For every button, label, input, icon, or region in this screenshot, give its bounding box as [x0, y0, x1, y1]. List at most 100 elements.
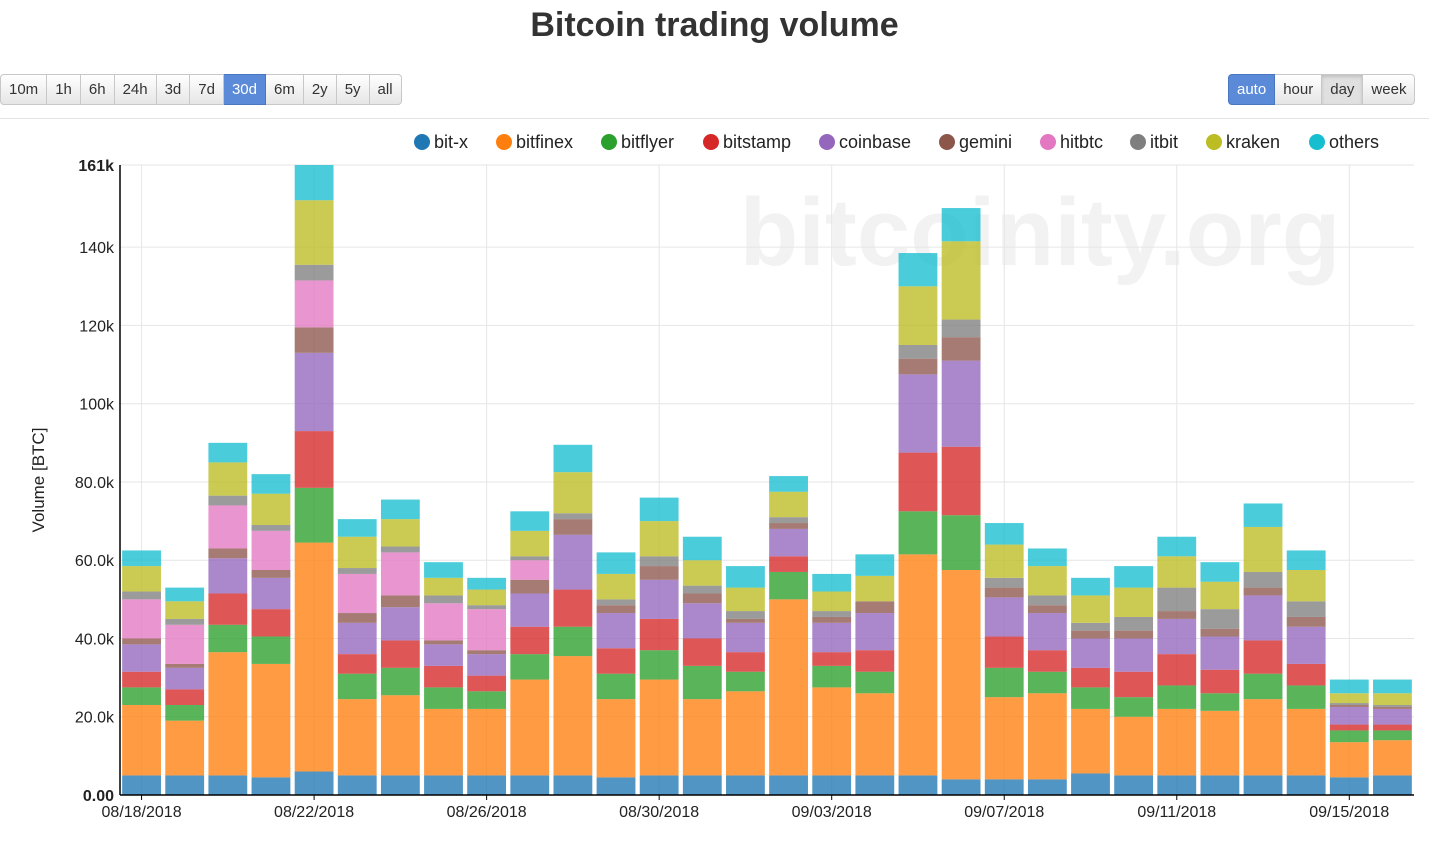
bar-segment-others[interactable]	[1373, 679, 1412, 694]
bar-segment-bitfinex[interactable]	[424, 708, 463, 776]
bar-segment-itbit[interactable]	[639, 556, 679, 567]
bar-segment-itbit[interactable]	[467, 605, 507, 610]
bar-segment-kraken[interactable]	[424, 577, 463, 596]
bar-segment-bitflyer[interactable]	[122, 687, 161, 705]
bar-segment-bitfinex[interactable]	[1071, 708, 1110, 774]
bar-segment-bitflyer[interactable]	[1027, 671, 1067, 694]
bar-segment-itbit[interactable]	[380, 546, 420, 553]
bar-segment-gemini[interactable]	[1157, 611, 1197, 619]
bar-segment-bit-x[interactable]	[682, 775, 722, 795]
bar-segment-kraken[interactable]	[1243, 526, 1283, 572]
legend-item-kraken[interactable]: kraken	[1206, 132, 1280, 152]
range-all-button[interactable]: all	[369, 74, 402, 105]
bar-segment-kraken[interactable]	[855, 575, 895, 602]
resolution-hour-button[interactable]: hour	[1275, 74, 1323, 105]
bar-segment-others[interactable]	[251, 474, 291, 494]
bar-segment-coinbase[interactable]	[1286, 626, 1326, 664]
bar-segment-coinbase[interactable]	[898, 374, 938, 453]
bar-segment-bit-x[interactable]	[1373, 775, 1412, 795]
bar-segment-kraken[interactable]	[726, 587, 765, 612]
bar-segment-bit-x[interactable]	[596, 777, 636, 795]
bar-segment-bitstamp[interactable]	[726, 652, 765, 672]
legend-item-bit-x[interactable]: bit-x	[414, 132, 468, 152]
bar-segment-bit-x[interactable]	[380, 775, 420, 795]
legend-item-bitstamp[interactable]: bitstamp	[703, 132, 791, 152]
bar-segment-kraken[interactable]	[984, 544, 1024, 578]
bar-segment-hitbtc[interactable]	[165, 624, 205, 664]
bar-segment-itbit[interactable]	[596, 599, 636, 606]
bar-segment-bit-x[interactable]	[639, 775, 679, 795]
bar-segment-itbit[interactable]	[510, 556, 550, 561]
bar-segment-kraken[interactable]	[1329, 693, 1369, 704]
bar-segment-itbit[interactable]	[1243, 571, 1283, 588]
bar-segment-itbit[interactable]	[898, 345, 938, 359]
bar-segment-bitflyer[interactable]	[380, 667, 420, 696]
bar-segment-bitfinex[interactable]	[553, 656, 593, 776]
bar-segment-others[interactable]	[1286, 550, 1326, 570]
bar-segment-bitflyer[interactable]	[1329, 730, 1369, 743]
bar-segment-kraken[interactable]	[1071, 595, 1110, 623]
bar-segment-bitstamp[interactable]	[122, 671, 161, 688]
bar-segment-bitfinex[interactable]	[984, 697, 1024, 780]
bar-segment-others[interactable]	[1071, 577, 1110, 596]
bar-segment-bitstamp[interactable]	[855, 650, 895, 672]
bar-segment-kraken[interactable]	[639, 521, 679, 557]
bar-segment-bitfinex[interactable]	[251, 663, 291, 778]
bar-segment-itbit[interactable]	[251, 525, 291, 531]
bar-segment-bitstamp[interactable]	[1114, 671, 1154, 698]
range-2y-button[interactable]: 2y	[303, 74, 337, 105]
bar-segment-coinbase[interactable]	[726, 622, 765, 653]
bar-segment-coinbase[interactable]	[1071, 638, 1110, 668]
bar-segment-bitfinex[interactable]	[510, 679, 550, 776]
bar-segment-bit-x[interactable]	[510, 775, 550, 795]
bar-segment-bitfinex[interactable]	[122, 705, 161, 776]
range-5y-button[interactable]: 5y	[336, 74, 370, 105]
bar-segment-itbit[interactable]	[1157, 587, 1197, 612]
bar-segment-gemini[interactable]	[424, 640, 463, 645]
bar-segment-bitflyer[interactable]	[812, 665, 852, 688]
bar-segment-bitfinex[interactable]	[639, 679, 679, 776]
bar-segment-gemini[interactable]	[726, 618, 765, 623]
bar-segment-gemini[interactable]	[1373, 706, 1412, 709]
bar-segment-hitbtc[interactable]	[424, 603, 463, 641]
bar-segment-kraken[interactable]	[1286, 570, 1326, 602]
bar-segment-kraken[interactable]	[251, 493, 291, 525]
bar-segment-bitstamp[interactable]	[510, 626, 550, 655]
bar-segment-others[interactable]	[898, 253, 938, 287]
bar-segment-gemini[interactable]	[251, 570, 291, 578]
bar-segment-gemini[interactable]	[639, 566, 679, 580]
bar-segment-bitflyer[interactable]	[682, 665, 722, 700]
bar-segment-bitflyer[interactable]	[1286, 685, 1326, 709]
bar-segment-bitstamp[interactable]	[165, 689, 205, 705]
bar-segment-bitstamp[interactable]	[1329, 724, 1369, 731]
bar-segment-bitfinex[interactable]	[208, 652, 248, 776]
range-6m-button[interactable]: 6m	[266, 74, 304, 105]
bar-segment-bitflyer[interactable]	[208, 624, 248, 653]
bar-segment-kraken[interactable]	[1200, 581, 1240, 610]
bar-segment-bitflyer[interactable]	[424, 687, 463, 709]
bar-segment-coinbase[interactable]	[337, 622, 377, 655]
bar-segment-bitflyer[interactable]	[726, 671, 765, 692]
bar-segment-bitflyer[interactable]	[941, 515, 981, 570]
bar-segment-others[interactable]	[984, 523, 1024, 545]
bar-segment-others[interactable]	[1243, 503, 1283, 527]
bar-segment-bitflyer[interactable]	[165, 705, 205, 721]
legend-item-gemini[interactable]: gemini	[939, 132, 1012, 152]
bar-segment-hitbtc[interactable]	[467, 609, 507, 651]
bar-segment-bitflyer[interactable]	[1114, 697, 1154, 717]
bar-segment-coinbase[interactable]	[424, 644, 463, 666]
bar-segment-coinbase[interactable]	[682, 603, 722, 639]
bar-segment-bit-x[interactable]	[769, 775, 808, 795]
bar-segment-gemini[interactable]	[165, 663, 205, 668]
bar-segment-bitstamp[interactable]	[1071, 667, 1110, 688]
bar-segment-gemini[interactable]	[1114, 630, 1154, 639]
bar-segment-coinbase[interactable]	[1157, 618, 1197, 655]
bar-segment-bitfinex[interactable]	[726, 691, 765, 776]
bar-segment-bit-x[interactable]	[1027, 779, 1067, 795]
bar-segment-gemini[interactable]	[337, 613, 377, 623]
bar-segment-gemini[interactable]	[510, 579, 550, 594]
bar-segment-hitbtc[interactable]	[510, 560, 550, 580]
bar-segment-others[interactable]	[812, 573, 852, 592]
bar-segment-bit-x[interactable]	[855, 775, 895, 795]
bar-segment-bitfinex[interactable]	[1200, 710, 1240, 776]
